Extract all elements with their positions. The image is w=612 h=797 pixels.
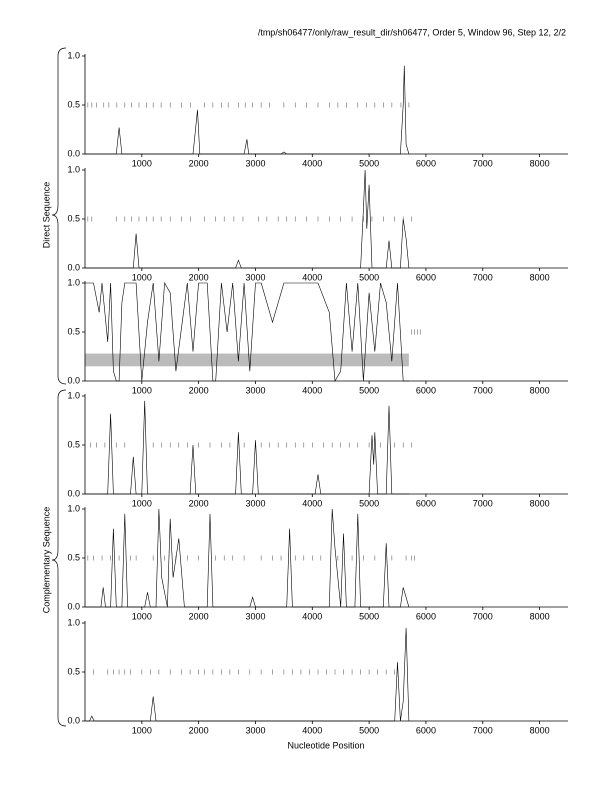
y-tick-label: 0.0	[67, 375, 80, 385]
x-tick-label: 6000	[416, 158, 436, 168]
x-tick-label: 1000	[132, 385, 152, 395]
x-tick-label: 5000	[359, 725, 379, 735]
x-tick-label: 1000	[132, 725, 152, 735]
x-axis-label: Nucleotide Position	[287, 740, 364, 750]
x-tick-label: 2000	[189, 272, 209, 282]
data-line	[85, 627, 410, 722]
x-tick-label: 3000	[245, 272, 265, 282]
x-tick-label: 1000	[132, 611, 152, 621]
x-tick-label: 8000	[530, 611, 550, 621]
header: /tmp/sh06477/only/raw_result_dir/sh06477…	[258, 27, 566, 37]
x-tick-label: 8000	[530, 725, 550, 735]
x-tick-label: 5000	[359, 272, 379, 282]
x-tick-label: 7000	[473, 272, 493, 282]
x-tick-label: 1000	[132, 158, 152, 168]
x-tick-label: 4000	[302, 498, 322, 508]
x-tick-label: 3000	[245, 498, 265, 508]
y-tick-label: 0.0	[67, 262, 80, 272]
x-tick-label: 8000	[530, 158, 550, 168]
data-line	[85, 169, 410, 269]
x-tick-label: 6000	[416, 272, 436, 282]
y-tick-label: 1.0	[67, 164, 80, 174]
group-label: Direct Sequence	[41, 182, 51, 249]
y-tick-label: 0.0	[67, 715, 80, 725]
x-tick-label: 2000	[189, 385, 209, 395]
x-tick-label: 4000	[302, 158, 322, 168]
y-tick-label: 0.0	[67, 488, 80, 498]
x-tick-label: 8000	[530, 272, 550, 282]
y-tick-label: 1.0	[67, 617, 80, 627]
x-tick-label: 2000	[189, 725, 209, 735]
y-tick-label: 1.0	[67, 503, 80, 513]
y-tick-label: 0.5	[67, 552, 80, 562]
data-line	[85, 65, 410, 155]
data-line	[85, 508, 410, 608]
y-tick-label: 0.5	[67, 326, 80, 336]
x-tick-label: 3000	[245, 385, 265, 395]
y-tick-label: 0.5	[67, 213, 80, 223]
x-tick-label: 6000	[416, 498, 436, 508]
x-tick-label: 2000	[189, 158, 209, 168]
y-tick-label: 0.0	[67, 148, 80, 158]
y-tick-label: 1.0	[67, 277, 80, 287]
x-tick-label: 6000	[416, 611, 436, 621]
x-tick-label: 1000	[132, 498, 152, 508]
y-tick-label: 0.0	[67, 601, 80, 611]
group-label: Complementary Sequence	[41, 507, 51, 614]
x-tick-label: 3000	[245, 725, 265, 735]
data-line	[85, 400, 409, 495]
x-tick-label: 8000	[530, 498, 550, 508]
x-tick-label: 1000	[132, 272, 152, 282]
x-tick-label: 4000	[302, 385, 322, 395]
brace	[51, 389, 67, 727]
x-tick-label: 3000	[245, 611, 265, 621]
band	[85, 353, 409, 367]
x-tick-label: 4000	[302, 272, 322, 282]
x-tick-label: 7000	[473, 498, 493, 508]
brace	[51, 47, 67, 385]
y-tick-label: 0.5	[67, 99, 80, 109]
x-tick-label: 2000	[189, 611, 209, 621]
x-tick-label: 7000	[473, 725, 493, 735]
x-tick-label: 5000	[359, 158, 379, 168]
y-tick-label: 0.5	[67, 666, 80, 676]
x-tick-label: 5000	[359, 498, 379, 508]
x-tick-label: 4000	[302, 611, 322, 621]
data-line	[85, 281, 409, 382]
x-tick-label: 7000	[473, 158, 493, 168]
x-tick-label: 4000	[302, 725, 322, 735]
y-tick-label: 1.0	[67, 390, 80, 400]
x-tick-label: 2000	[189, 498, 209, 508]
x-tick-label: 7000	[473, 611, 493, 621]
x-tick-label: 7000	[473, 385, 493, 395]
x-tick-label: 6000	[416, 385, 436, 395]
x-tick-label: 5000	[359, 611, 379, 621]
x-tick-label: 5000	[359, 385, 379, 395]
x-tick-label: 8000	[530, 385, 550, 395]
x-tick-label: 6000	[416, 725, 436, 735]
y-tick-label: 1.0	[67, 50, 80, 60]
x-tick-label: 3000	[245, 158, 265, 168]
y-tick-label: 0.5	[67, 439, 80, 449]
